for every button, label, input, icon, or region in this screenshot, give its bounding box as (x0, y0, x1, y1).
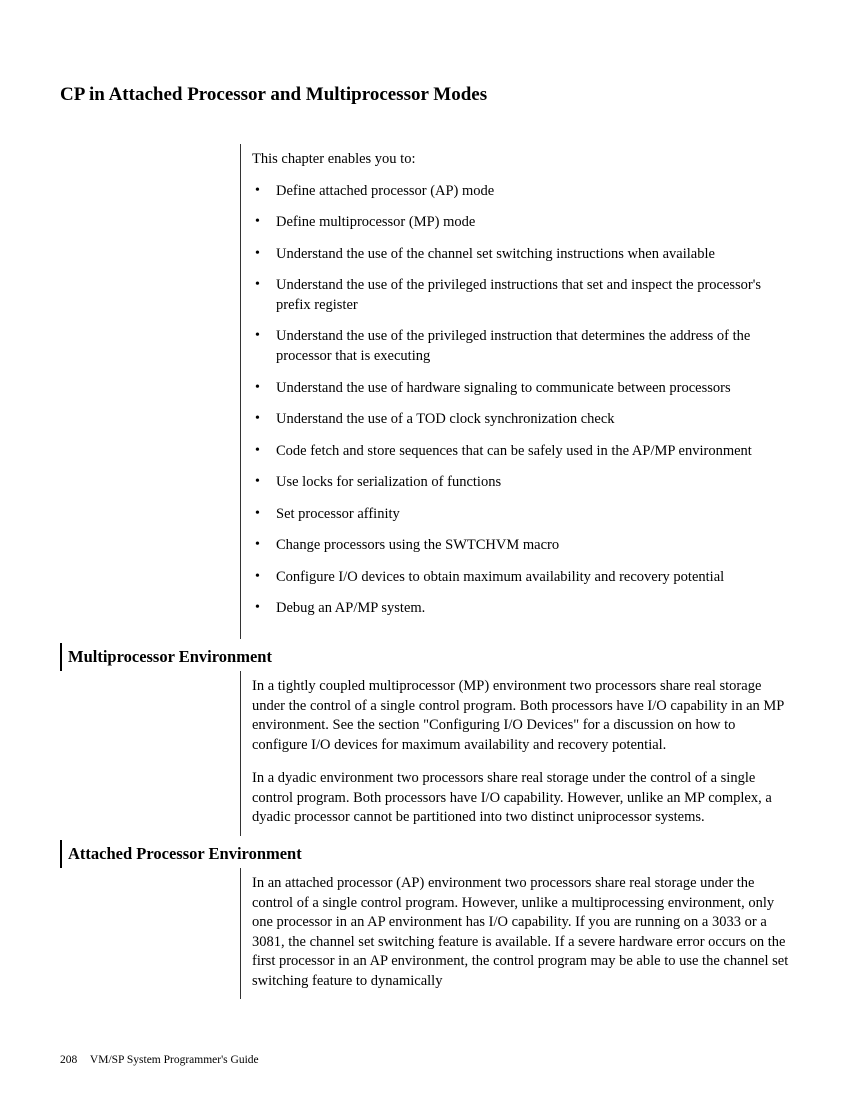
list-item: Define multiprocessor (MP) mode (252, 213, 789, 233)
body-paragraph: In a dyadic environment two processors s… (252, 769, 789, 828)
list-item: Understand the use of hardware signaling… (252, 379, 789, 399)
list-item: Set processor affinity (252, 505, 789, 525)
list-item: Code fetch and store sequences that can … (252, 442, 789, 462)
page-title: CP in Attached Processor and Multiproces… (60, 84, 789, 106)
change-bar-icon (60, 643, 62, 671)
list-item: Define attached processor (AP) mode (252, 182, 789, 202)
attached-processor-body: In an attached processor (AP) environmen… (240, 868, 789, 999)
section-heading-row: Attached Processor Environment (60, 840, 789, 868)
list-item: Change processors using the SWTCHVM macr… (252, 536, 789, 556)
list-item: Understand the use of the channel set sw… (252, 245, 789, 265)
list-item: Debug an AP/MP system. (252, 599, 789, 619)
body-paragraph: In an attached processor (AP) environmen… (252, 874, 789, 991)
multiprocessor-body: In a tightly coupled multiprocessor (MP)… (240, 671, 789, 836)
section-heading-row: Multiprocessor Environment (60, 643, 789, 671)
page-footer: 208 VM/SP System Programmer's Guide (60, 1054, 259, 1066)
change-bar-icon (60, 840, 62, 868)
list-item: Use locks for serialization of functions (252, 473, 789, 493)
section-heading-multiprocessor: Multiprocessor Environment (68, 643, 272, 671)
objectives-list: Define attached processor (AP) mode Defi… (252, 182, 789, 619)
body-paragraph: In a tightly coupled multiprocessor (MP)… (252, 677, 789, 755)
list-item: Understand the use of the privileged ins… (252, 276, 789, 315)
list-item: Configure I/O devices to obtain maximum … (252, 568, 789, 588)
intro-text: This chapter enables you to: (252, 150, 789, 170)
list-item: Understand the use of the privileged ins… (252, 327, 789, 366)
chapter-intro-block: This chapter enables you to: Define atta… (240, 144, 789, 639)
section-heading-attached-processor: Attached Processor Environment (68, 840, 302, 868)
book-title: VM/SP System Programmer's Guide (90, 1054, 259, 1066)
page-number: 208 (60, 1054, 77, 1066)
list-item: Understand the use of a TOD clock synchr… (252, 410, 789, 430)
